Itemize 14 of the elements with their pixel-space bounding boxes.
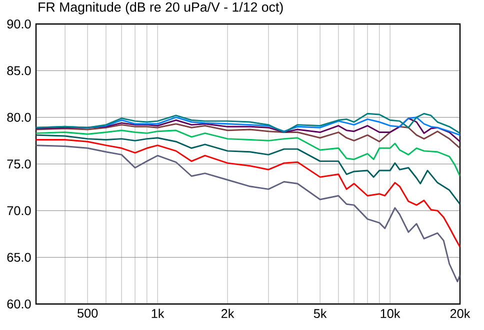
y-tick-label: 65.0 (7, 252, 31, 262)
x-tick-label: 500 (78, 308, 98, 318)
y-tick-label: 80.0 (7, 112, 31, 122)
y-tick-label: 90.0 (7, 20, 31, 28)
y-tick-label: 60.0 (7, 300, 31, 308)
x-tick-label: 10k (380, 308, 400, 318)
x-tick-label: 2k (221, 308, 234, 318)
y-tick-label: 85.0 (7, 66, 31, 76)
x-tick-label: 1k (152, 308, 164, 318)
x-tick-label: 20k (450, 308, 470, 318)
chart-title: FR Magnitude (dB re 20 uPa/V - 1/12 oct) (38, 2, 283, 14)
x-tick-label: 5k (314, 308, 327, 318)
y-tick-label: 75.0 (7, 160, 31, 168)
y-tick-label: 70.0 (7, 206, 31, 216)
